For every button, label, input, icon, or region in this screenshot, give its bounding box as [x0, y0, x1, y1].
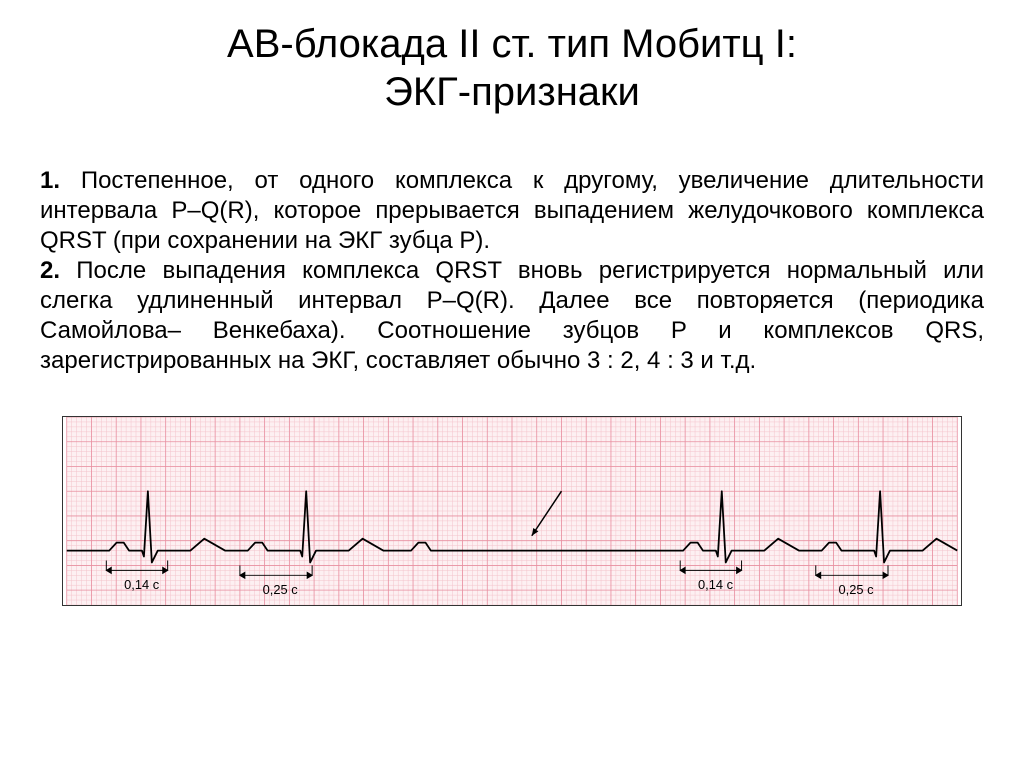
para2-text: После выпадения комплекса QRST вновь рег… — [40, 257, 984, 374]
para2-num: 2. — [40, 257, 60, 284]
description-text: 1. Постепенное, от одного комплекса к др… — [40, 166, 984, 376]
title-line1: АВ-блокада II ст. тип Мобитц I: — [227, 22, 797, 66]
para1-num: 1. — [40, 167, 60, 194]
para1-text: Постепенное, от одного комплекса к друго… — [40, 167, 984, 254]
svg-text:0,14 с: 0,14 с — [124, 577, 160, 592]
svg-text:0,25 с: 0,25 с — [839, 582, 875, 597]
ecg-svg: 0,14 с 0,25 с 0,14 с 0,25 с — [63, 417, 961, 605]
svg-text:0,25 с: 0,25 с — [263, 582, 299, 597]
svg-text:0,14 с: 0,14 с — [698, 577, 734, 592]
ecg-strip: 0,14 с 0,25 с 0,14 с 0,25 с — [62, 416, 962, 606]
page-title: АВ-блокада II ст. тип Мобитц I: ЭКГ-приз… — [40, 20, 984, 116]
title-line2: ЭКГ-признаки — [384, 70, 640, 114]
